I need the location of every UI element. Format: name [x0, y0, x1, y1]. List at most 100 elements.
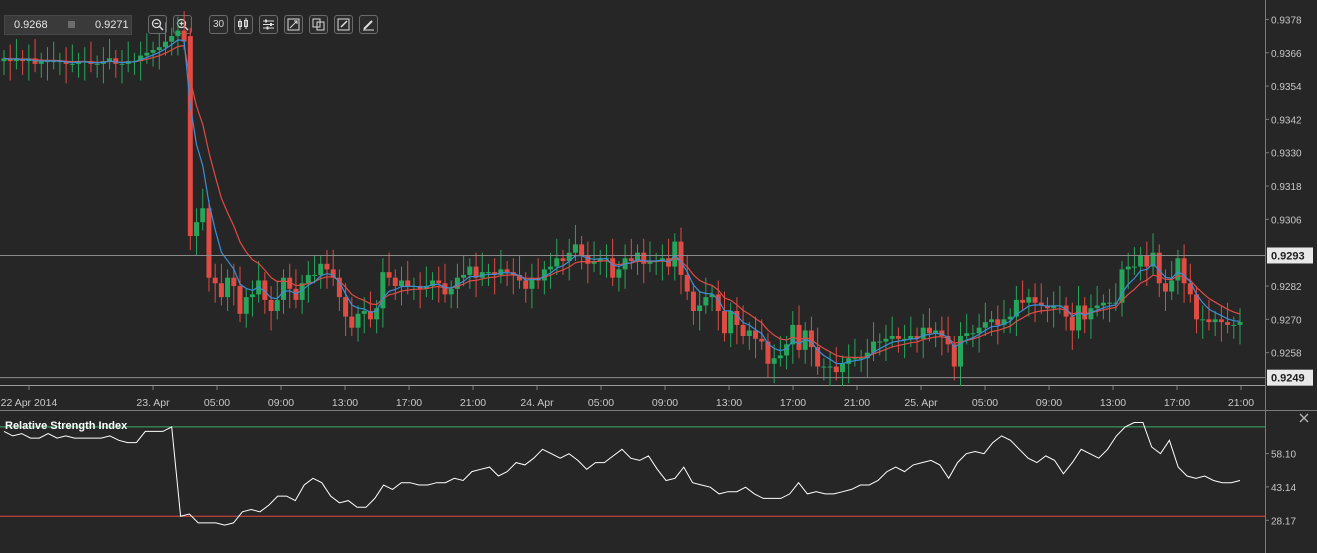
candle-body [1100, 302, 1106, 306]
candle-body [1001, 319, 1007, 325]
candle-body [572, 244, 578, 253]
price-tick-label: 0.9378 [1271, 15, 1302, 26]
candle-body [1156, 252, 1162, 284]
candle-body [808, 330, 814, 348]
candle-body [1007, 316, 1013, 320]
fit-icon[interactable] [284, 15, 303, 34]
candle-body [1063, 305, 1069, 317]
candle-body [1200, 319, 1206, 321]
time-tick-label: 05:00 [204, 397, 230, 409]
price-tag-label: 0.9249 [1271, 373, 1305, 385]
rsi-panel: 58.10 43.14 28.17 Relative Strength Index [0, 413, 1309, 527]
candle-body [194, 222, 200, 237]
candle-body [1169, 280, 1175, 292]
bid-price: 0.9268 [14, 19, 48, 31]
candle-body [1088, 308, 1094, 320]
candle-body [212, 277, 218, 284]
compare-icon[interactable] [309, 15, 328, 34]
candle-body [1206, 319, 1212, 323]
time-tick-label: 17:00 [780, 397, 806, 409]
candle-body [951, 344, 957, 367]
candle-body [585, 255, 591, 264]
close-panel-icon[interactable] [1299, 413, 1309, 423]
candle-body [1119, 269, 1125, 303]
candle-body [908, 336, 914, 339]
candle-body [902, 338, 908, 340]
candle-body [44, 61, 50, 63]
candle-body [1138, 255, 1144, 267]
candle-body [448, 288, 454, 295]
candle-body [753, 330, 759, 339]
candle-body [473, 266, 479, 278]
candle-body [995, 319, 1001, 325]
candle-body [1038, 302, 1044, 306]
candle-body [274, 299, 280, 312]
candle-body [156, 47, 162, 50]
candle-body [69, 63, 75, 65]
time-tick-label: 21:00 [844, 397, 870, 409]
candle-body [1076, 305, 1082, 331]
candle-body [380, 272, 386, 309]
candle-body [914, 336, 920, 339]
candle-body [1237, 322, 1243, 325]
zoom-out-icon[interactable] [148, 15, 167, 34]
candle-body [299, 283, 305, 300]
candle-body [467, 266, 473, 275]
candle-body [1107, 302, 1113, 304]
price-tick-label: 0.9366 [1271, 49, 1302, 60]
candle-body [964, 333, 970, 337]
time-axis: 22 Apr 2014 23. Apr 05:00 09:00 13:00 17:00 21… [1, 386, 1254, 409]
candle-body [771, 358, 777, 364]
price-tick-label: 0.9354 [1271, 82, 1302, 93]
moving-averages [3, 39, 1241, 365]
candle-body [970, 333, 976, 335]
candle-body [523, 280, 529, 289]
candle-body [672, 241, 678, 267]
candle-body [249, 294, 255, 298]
candle-body [268, 299, 274, 312]
rsi-tick-label: 28.17 [1271, 516, 1296, 527]
indicators-icon[interactable] [259, 15, 278, 34]
candle-body [1181, 258, 1187, 284]
candle-body [336, 277, 342, 298]
time-tick-label: 09:00 [652, 397, 678, 409]
price-tick-label: 0.9270 [1271, 315, 1302, 326]
price-tick-label: 0.9330 [1271, 149, 1302, 160]
candles-icon[interactable] [234, 15, 253, 34]
candle-body [498, 269, 504, 275]
time-tick-label: 13:00 [1100, 397, 1126, 409]
candle-body [1, 58, 7, 62]
candle-body [740, 324, 746, 337]
candle-body [144, 52, 150, 56]
candle-body [1212, 319, 1218, 323]
candle-body [1044, 305, 1050, 309]
candle-body [765, 341, 771, 364]
candle-body [119, 63, 125, 65]
candle-body [1194, 294, 1200, 320]
price-tag [1267, 247, 1313, 264]
candle-body [262, 280, 268, 300]
candle-body [895, 336, 901, 339]
pencil-icon[interactable] [359, 15, 378, 34]
candle-body [187, 36, 193, 237]
rsi-title: Relative Strength Index [5, 420, 128, 432]
candle-body [628, 258, 634, 262]
period-button[interactable]: 30 [209, 15, 228, 34]
candle-body [1162, 283, 1168, 292]
candle-body [554, 258, 560, 267]
time-tick-label: 24. Apr [520, 397, 554, 409]
candle-body [324, 263, 330, 270]
candle-body [355, 313, 361, 328]
candle-body [485, 272, 491, 274]
candle-body [864, 352, 870, 359]
price-tick-label: 0.9342 [1271, 115, 1302, 126]
candle-body [1187, 283, 1193, 295]
candle-body [684, 274, 690, 292]
candle-body [492, 272, 498, 275]
candle-body [889, 336, 895, 339]
time-tick-label: 21:00 [460, 397, 486, 409]
candle-body [1144, 255, 1150, 267]
draw-icon[interactable] [334, 15, 353, 34]
candle-body [784, 344, 790, 356]
